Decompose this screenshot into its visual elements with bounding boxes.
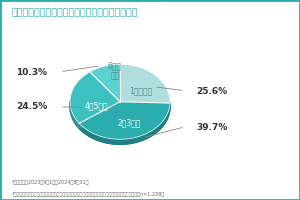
Polygon shape (70, 101, 79, 128)
Polygon shape (79, 103, 170, 144)
Text: 交通事故によるむちうち等の症状で通院した期間: 交通事故によるむちうち等の症状で通院した期間 (12, 8, 139, 17)
Text: 2〜3ヶ月: 2〜3ヶ月 (117, 118, 141, 127)
Polygon shape (120, 102, 170, 108)
Polygon shape (120, 64, 170, 103)
Polygon shape (70, 72, 120, 123)
Text: 1ヶ月以下: 1ヶ月以下 (129, 86, 153, 95)
Text: 6ヶ月
以上: 6ヶ月 以上 (108, 61, 122, 80)
Text: 39.7%: 39.7% (196, 123, 227, 132)
Polygon shape (79, 102, 120, 128)
Polygon shape (90, 64, 120, 102)
Text: 24.5%: 24.5% (16, 102, 47, 111)
Text: 4〜5ヶ月: 4〜5ヶ月 (84, 101, 108, 110)
Polygon shape (79, 102, 170, 139)
Polygon shape (70, 69, 170, 144)
Text: *集計期間：2023年9月1日〜2024年8月31日: *集計期間：2023年9月1日〜2024年8月31日 (12, 180, 89, 185)
Text: 25.6%: 25.6% (196, 87, 227, 96)
Polygon shape (79, 102, 120, 128)
Text: 10.3%: 10.3% (16, 68, 47, 77)
Polygon shape (120, 102, 170, 108)
Text: *集計対象：「交通事故病院」相談窓口をご利用され、整形外科と整骨院を使用して通院された方（n=1,238）: *集計対象：「交通事故病院」相談窓口をご利用され、整形外科と整骨院を使用して通院… (12, 192, 165, 197)
